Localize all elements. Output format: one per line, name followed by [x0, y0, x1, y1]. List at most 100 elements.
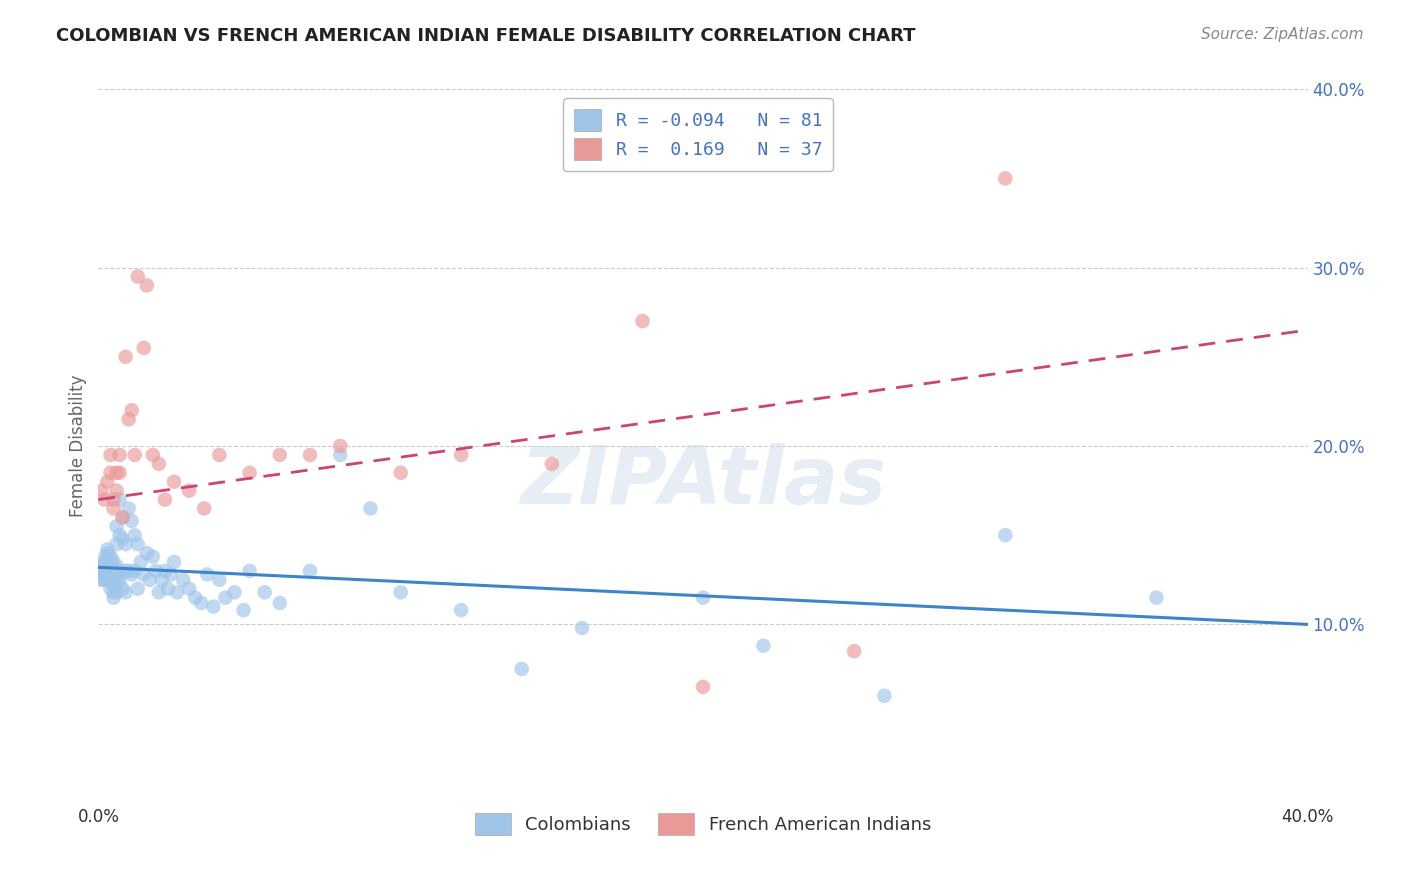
Point	[96, 573, 118, 587]
Point	[239, 564, 262, 578]
Point	[105, 466, 128, 480]
Point	[103, 567, 125, 582]
Point	[96, 560, 118, 574]
Point	[100, 560, 122, 574]
Point	[389, 585, 412, 599]
Point	[114, 564, 136, 578]
Point	[100, 564, 122, 578]
Point	[93, 567, 115, 582]
Point	[184, 591, 207, 605]
Point	[118, 412, 141, 426]
Point	[100, 567, 122, 582]
Point	[329, 448, 352, 462]
Point	[127, 582, 149, 596]
Point	[121, 514, 143, 528]
Y-axis label: Female Disability: Female Disability	[69, 375, 87, 517]
Point	[450, 603, 472, 617]
Point	[153, 492, 176, 507]
Point	[994, 528, 1017, 542]
Point	[100, 555, 122, 569]
Point	[93, 567, 115, 582]
Point	[135, 278, 157, 293]
Point	[692, 591, 714, 605]
Point	[100, 549, 122, 564]
Point	[540, 457, 562, 471]
Point	[127, 269, 149, 284]
Point	[145, 564, 167, 578]
Point	[96, 546, 118, 560]
Point	[692, 680, 714, 694]
Point	[1144, 591, 1167, 605]
Point	[108, 528, 131, 542]
Point	[103, 585, 125, 599]
Point	[142, 549, 165, 564]
Point	[193, 501, 215, 516]
Point	[132, 341, 155, 355]
Point	[105, 483, 128, 498]
Point	[100, 466, 122, 480]
Point	[90, 573, 112, 587]
Point	[103, 573, 125, 587]
Point	[299, 564, 322, 578]
Text: Source: ZipAtlas.com: Source: ZipAtlas.com	[1201, 27, 1364, 42]
Point	[93, 560, 115, 574]
Point	[121, 567, 143, 582]
Point	[208, 573, 231, 587]
Point	[139, 573, 162, 587]
Point	[118, 501, 141, 516]
Point	[108, 573, 131, 587]
Point	[111, 510, 134, 524]
Point	[111, 532, 134, 546]
Point	[142, 448, 165, 462]
Point	[994, 171, 1017, 186]
Point	[179, 483, 201, 498]
Legend: Colombians, French American Indians: Colombians, French American Indians	[465, 804, 941, 844]
Point	[329, 439, 352, 453]
Point	[100, 448, 122, 462]
Point	[299, 448, 322, 462]
Point	[111, 510, 134, 524]
Point	[631, 314, 654, 328]
Point	[96, 564, 118, 578]
Point	[135, 546, 157, 560]
Point	[105, 519, 128, 533]
Point	[127, 537, 149, 551]
Point	[124, 448, 146, 462]
Point	[108, 492, 131, 507]
Point	[114, 350, 136, 364]
Point	[118, 564, 141, 578]
Point	[105, 564, 128, 578]
Point	[179, 582, 201, 596]
Point	[214, 591, 236, 605]
Point	[93, 560, 115, 574]
Point	[108, 448, 131, 462]
Point	[108, 466, 131, 480]
Point	[148, 585, 170, 599]
Point	[208, 448, 231, 462]
Point	[103, 591, 125, 605]
Point	[166, 585, 188, 599]
Point	[239, 466, 262, 480]
Point	[752, 639, 775, 653]
Point	[103, 578, 125, 592]
Point	[269, 448, 291, 462]
Point	[90, 483, 112, 498]
Point	[450, 448, 472, 462]
Point	[100, 567, 122, 582]
Point	[96, 555, 118, 569]
Point	[202, 599, 225, 614]
Text: ZIPAtlas: ZIPAtlas	[520, 442, 886, 521]
Point	[232, 603, 254, 617]
Point	[873, 689, 896, 703]
Point	[150, 573, 173, 587]
Point	[96, 549, 118, 564]
Point	[360, 501, 382, 516]
Point	[172, 573, 194, 587]
Point	[160, 567, 183, 582]
Point	[96, 475, 118, 489]
Point	[111, 582, 134, 596]
Point	[163, 475, 186, 489]
Point	[114, 585, 136, 599]
Point	[195, 567, 218, 582]
Point	[93, 564, 115, 578]
